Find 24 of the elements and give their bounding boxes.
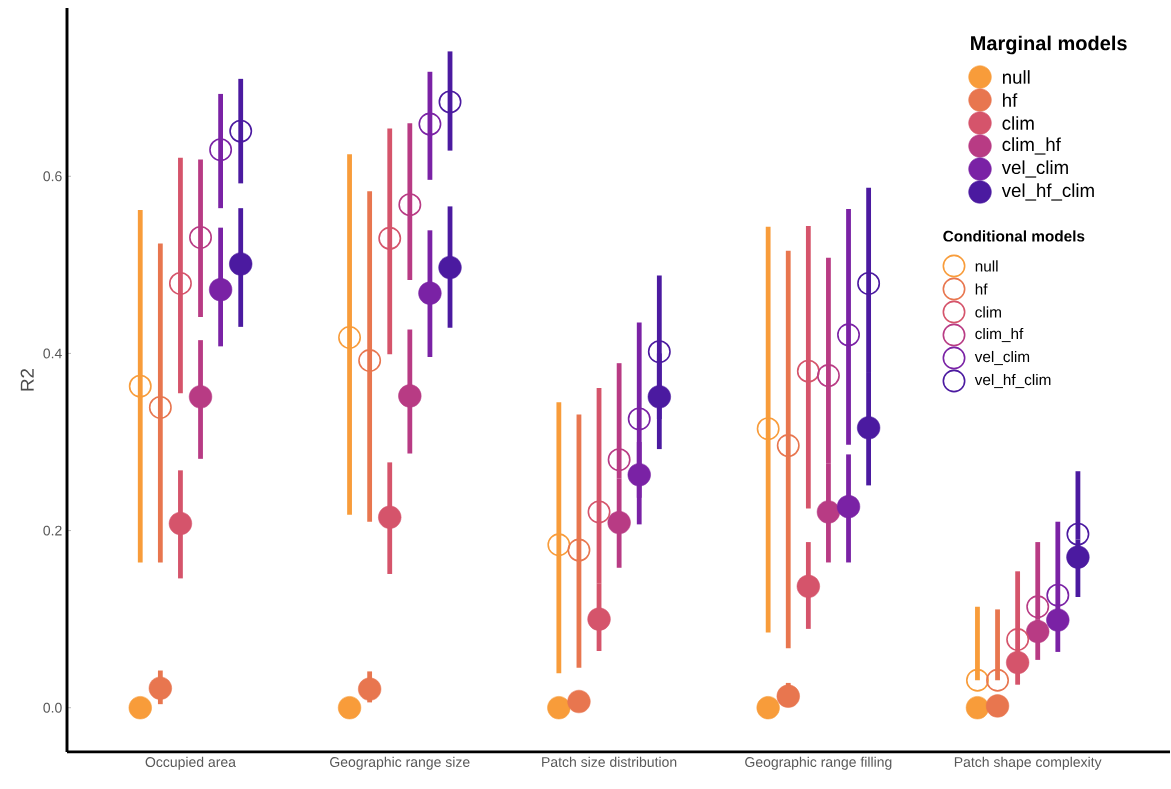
legend-title: Marginal models: [971, 35, 1127, 55]
legend-label: hf: [1003, 93, 1018, 107]
y-tick-label: 0.6: [43, 171, 62, 182]
y-tick-label: 0.2: [43, 525, 62, 536]
legend-label: clim_hf: [975, 327, 1024, 343]
y-tick-label: 0.4: [43, 348, 62, 359]
legend-label: vel_hf_clim: [1001, 183, 1094, 201]
x-tick-label: Geographic range size: [330, 756, 470, 770]
legend-label: vel_hf_clim: [974, 373, 1051, 389]
legend-label: hf: [975, 283, 988, 295]
legend-label: vel_clim: [1001, 160, 1068, 178]
y-axis-title: R2: [20, 369, 34, 391]
legend-label: clim: [975, 306, 1001, 318]
annotation: Conditional models: [943, 230, 1085, 242]
legend-label: null: [1002, 70, 1030, 84]
legend-label: clim: [1002, 116, 1034, 130]
legend-label: clim_hf: [1002, 137, 1061, 155]
x-tick-label: Occupied area: [145, 756, 236, 770]
y-tick-label: 0.0: [43, 702, 62, 713]
legend-label: vel_clim: [974, 350, 1030, 366]
x-tick-label: Geographic range filling: [745, 756, 892, 770]
x-tick-label: Patch shape complexity: [954, 756, 1102, 770]
x-tick-label: Patch size distribution: [542, 756, 677, 767]
legend-label: null: [975, 260, 998, 272]
